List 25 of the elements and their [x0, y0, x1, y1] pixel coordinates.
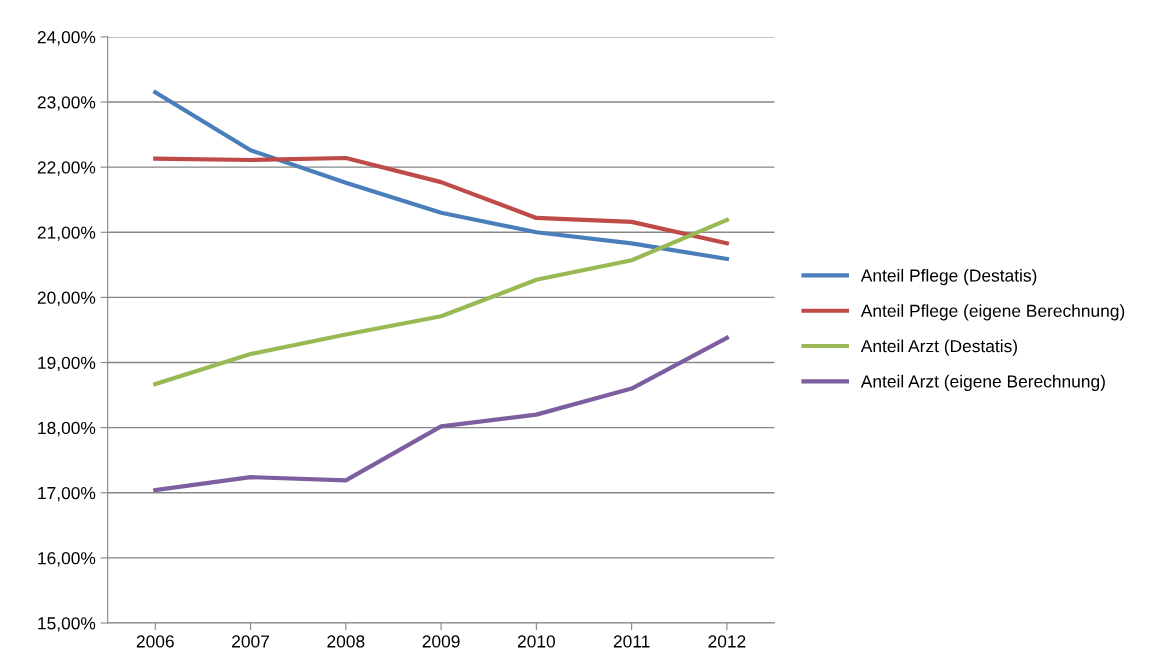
x-tick-label: 2006	[136, 635, 174, 648]
x-tick-label: 2008	[327, 635, 365, 648]
x-tick-label: 2007	[232, 635, 269, 648]
line-series	[153, 217, 729, 387]
x-tick-label: 2010	[517, 635, 555, 648]
line-series	[153, 335, 729, 493]
x-tick-label: 2011	[613, 635, 650, 648]
line-series	[153, 90, 729, 262]
y-tick-label: 21,00%	[37, 226, 96, 241]
legend-label: Anteil Arzt (Destatis)	[860, 339, 1017, 356]
x-tick-label: 2009	[422, 635, 460, 648]
y-tick-label: 23,00%	[37, 96, 96, 111]
y-tick-label: 18,00%	[38, 421, 96, 437]
y-tick-label: 24,00%	[37, 31, 96, 46]
y-tick-label: 19,00%	[38, 356, 96, 372]
y-tick-label: 20,00%	[37, 291, 96, 306]
y-tick-label: 22,00%	[37, 161, 96, 176]
legend-label: Anteil Arzt (eigene Berechnung)	[860, 374, 1105, 391]
y-tick-label: 17,00%	[38, 486, 96, 502]
y-tick-label: 15,00%	[38, 617, 96, 632]
x-tick-label: 2012	[708, 635, 746, 648]
legend-label: Anteil Pflege (eigene Berechnung)	[860, 304, 1125, 321]
y-tick-label: 16,00%	[38, 552, 96, 567]
legend-label: Anteil Pflege (Destatis)	[860, 268, 1037, 286]
line-series	[153, 155, 729, 246]
